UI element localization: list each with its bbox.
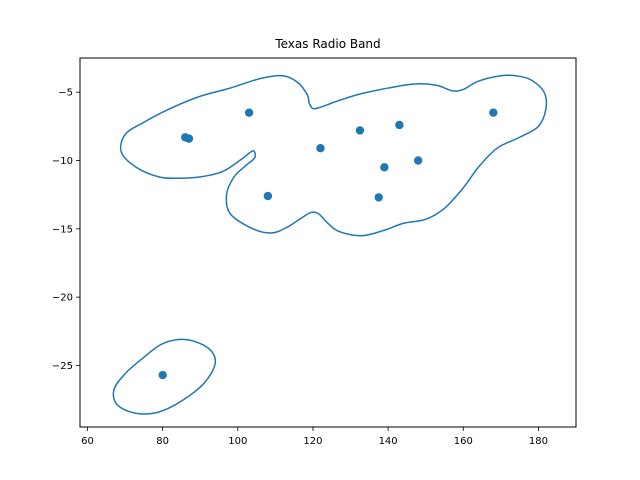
data-point-7 (355, 126, 365, 135)
contour-line-2 (112, 338, 217, 415)
y-tick-label: −5 (58, 88, 73, 99)
data-point-9 (380, 163, 389, 172)
data-point-6 (316, 144, 325, 153)
axes-frame (79, 57, 577, 428)
plot-area: 60 80 100 120 140 160 180 −25 −20 −15 −10 −5 (52, 57, 577, 447)
y-tick-label: −20 (52, 293, 73, 304)
data-point-5 (263, 191, 273, 201)
y-tick-label: −10 (52, 156, 73, 167)
chart-title: Texas Radio Band (274, 37, 380, 51)
x-tick-label: 180 (529, 436, 548, 447)
x-tick-label: 140 (379, 436, 398, 447)
y-tick-label: −15 (52, 224, 73, 235)
x-tick-label: 60 (81, 436, 94, 447)
data-point-11 (413, 156, 423, 165)
y-tick-label: −25 (52, 361, 73, 372)
data-point-12 (489, 108, 498, 117)
data-point-1 (158, 370, 167, 380)
data-point-3 (184, 134, 194, 143)
data-point-4 (244, 108, 254, 117)
x-tick-label: 120 (303, 436, 322, 447)
x-tick-label: 160 (454, 436, 473, 447)
x-tick-label: 80 (156, 436, 169, 447)
data-point-10 (395, 120, 404, 130)
data-point-8 (374, 193, 383, 202)
x-tick-label: 100 (228, 436, 247, 447)
contour-line-1 (119, 74, 548, 237)
